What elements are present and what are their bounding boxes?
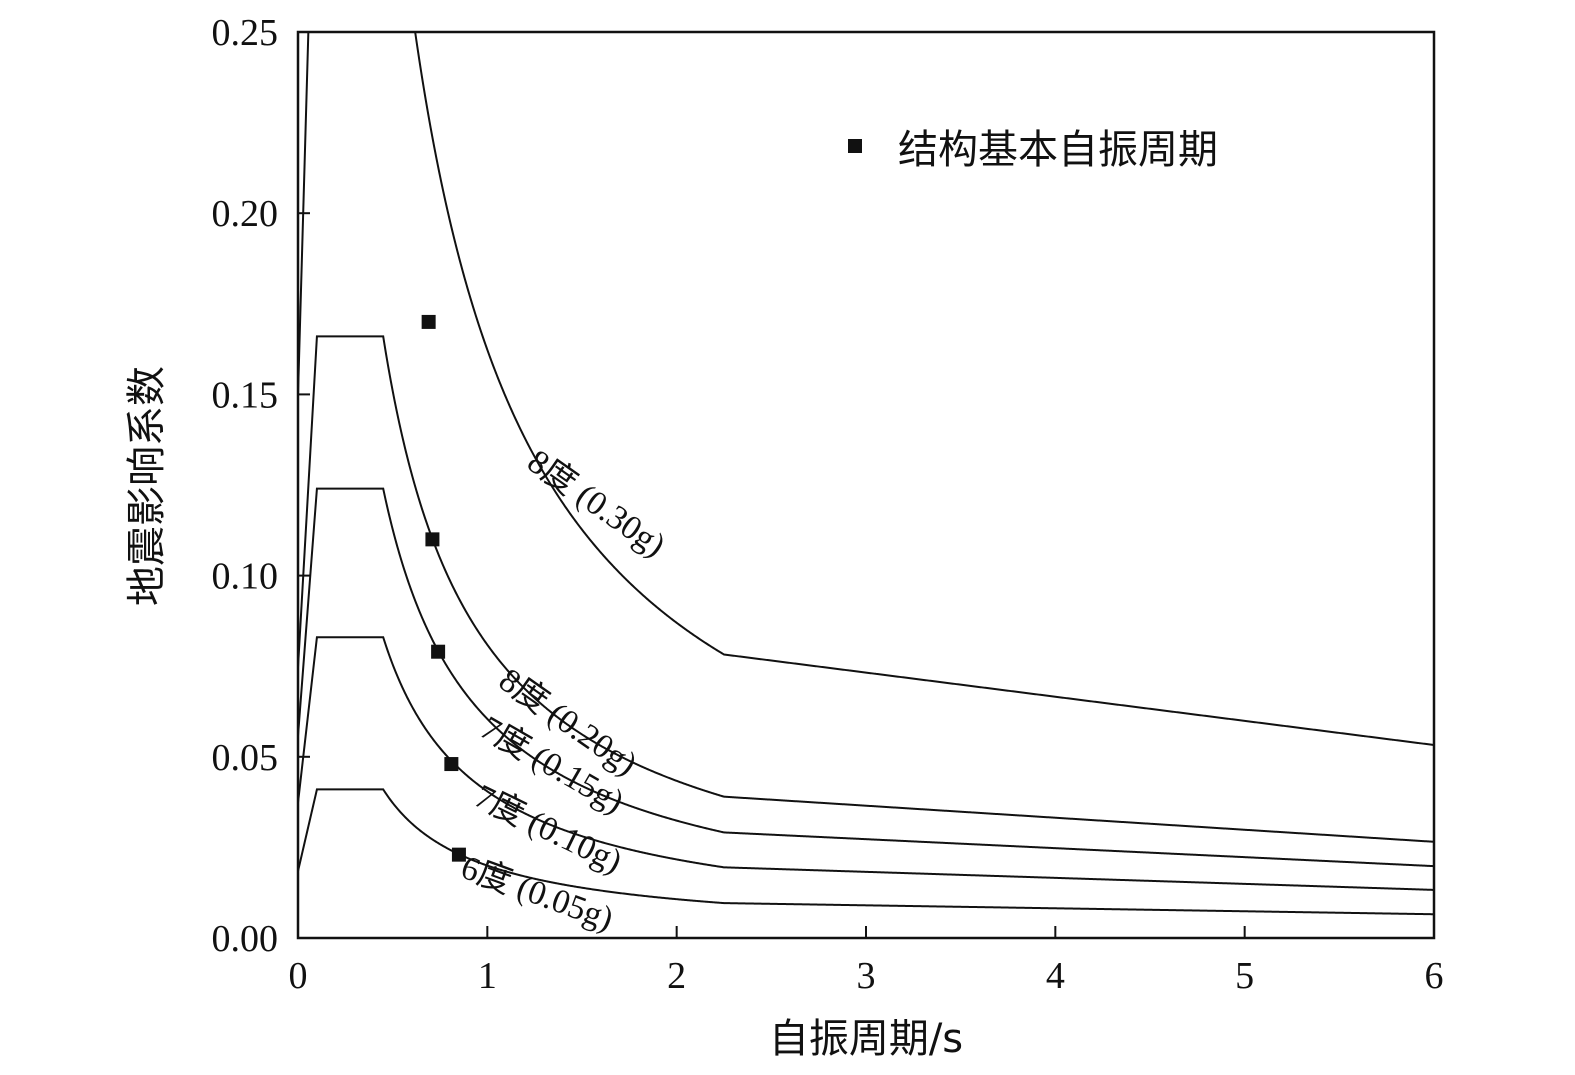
legend-label: 结构基本自振周期 — [898, 127, 1218, 173]
plot-area — [296, 30, 1436, 940]
y-axis-title: 地震影响系数 — [124, 366, 170, 606]
x-tick-label: 0 — [289, 955, 308, 997]
x-tick-label: 5 — [1235, 955, 1254, 997]
curve-series-5 — [298, 788, 1434, 916]
period-marker — [444, 757, 459, 772]
axis-ticks: 0 1 2 3 4 5 6 0.00 0.05 0.10 0.15 0.20 0.25 — [212, 12, 1444, 997]
y-tick-label: 0.00 — [212, 918, 279, 960]
plot-border — [296, 30, 1436, 940]
period-marker — [431, 644, 446, 659]
period-markers — [421, 314, 466, 862]
curve-series-1 — [298, 32, 1434, 747]
x-tick-label: 6 — [1425, 955, 1444, 997]
legend: 结构基本自振周期 — [848, 127, 1218, 173]
y-tick-label: 0.20 — [212, 193, 279, 235]
x-axis-title: 自振周期/s — [769, 1016, 963, 1062]
y-tick-label: 0.15 — [212, 374, 279, 416]
spectrum-curves — [298, 32, 1434, 916]
curve-series-3 — [298, 487, 1434, 868]
curve-series-2 — [298, 335, 1434, 843]
x-tick-label: 3 — [857, 955, 876, 997]
y-tick-label: 0.05 — [212, 737, 279, 779]
curve-labels: 8度 (0.30g)8度 (0.20g)7度 (0.15g)7度 (0.10g)… — [456, 442, 672, 938]
period-marker — [451, 847, 466, 862]
curve-series-4 — [298, 636, 1434, 891]
x-tick-label: 1 — [478, 955, 497, 997]
period-marker — [421, 314, 436, 329]
y-tick-label: 0.10 — [212, 556, 279, 598]
y-tick-label: 0.25 — [212, 12, 279, 54]
period-marker — [425, 532, 440, 547]
legend-marker — [848, 139, 862, 153]
x-tick-label: 4 — [1046, 955, 1065, 997]
x-tick-label: 2 — [667, 955, 686, 997]
